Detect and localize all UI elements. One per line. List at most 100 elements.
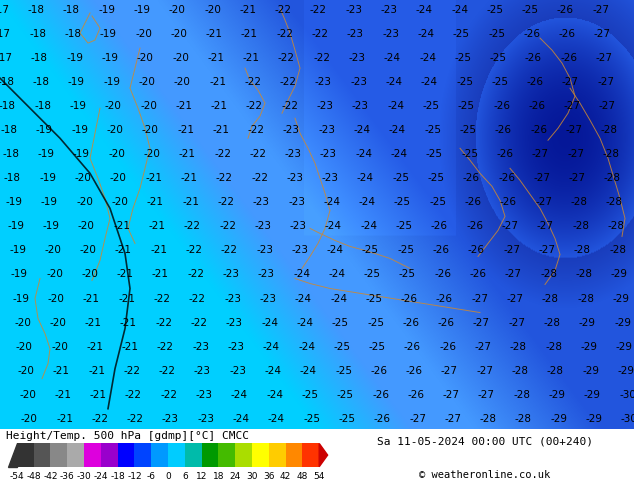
Text: -20: -20	[51, 342, 68, 352]
Text: -25: -25	[455, 53, 472, 63]
Text: -27: -27	[471, 294, 488, 303]
Text: -24: -24	[298, 342, 315, 352]
Text: -20: -20	[48, 294, 65, 303]
Text: -25: -25	[396, 221, 413, 231]
Text: 0: 0	[165, 471, 171, 481]
Text: -22: -22	[251, 173, 268, 183]
Text: -29: -29	[550, 414, 567, 424]
Text: -26: -26	[463, 173, 480, 183]
Text: -23: -23	[347, 29, 364, 39]
Text: -19: -19	[13, 294, 29, 303]
Text: -21: -21	[119, 294, 135, 303]
Text: -23: -23	[259, 294, 276, 303]
Text: -25: -25	[422, 101, 439, 111]
Text: 54: 54	[314, 471, 325, 481]
Text: -22: -22	[248, 125, 264, 135]
Text: -25: -25	[303, 414, 320, 424]
Text: -22: -22	[158, 366, 176, 376]
Text: -23: -23	[315, 77, 332, 87]
Text: -27: -27	[535, 197, 552, 207]
Text: -22: -22	[91, 414, 108, 424]
Text: -25: -25	[332, 318, 349, 327]
Text: -36: -36	[60, 471, 75, 481]
Text: -21: -21	[88, 366, 105, 376]
Text: -23: -23	[226, 318, 243, 327]
Text: -19: -19	[11, 270, 28, 279]
Text: -23: -23	[228, 342, 245, 352]
Text: -22: -22	[278, 53, 295, 63]
Text: -26: -26	[370, 366, 387, 376]
Text: -27: -27	[444, 414, 462, 424]
Text: -20: -20	[49, 318, 67, 327]
Text: -28: -28	[510, 342, 527, 352]
Text: -23: -23	[254, 221, 271, 231]
Text: -28: -28	[604, 173, 621, 183]
Text: -48: -48	[26, 471, 41, 481]
Text: -27: -27	[532, 149, 548, 159]
Text: -24: -24	[330, 294, 347, 303]
Text: -21: -21	[117, 270, 134, 279]
Text: -24: -24	[357, 173, 374, 183]
Text: -18: -18	[4, 173, 21, 183]
Text: -28: -28	[576, 270, 592, 279]
Text: -24: -24	[385, 77, 403, 87]
Text: -28: -28	[607, 221, 624, 231]
Text: -22: -22	[125, 390, 142, 400]
Text: -21: -21	[181, 173, 197, 183]
Text: -18: -18	[3, 149, 19, 159]
Text: -26: -26	[493, 101, 510, 111]
Text: -21: -21	[86, 342, 103, 352]
Text: -18: -18	[65, 29, 82, 39]
Text: -21: -21	[83, 294, 100, 303]
Text: -20: -20	[78, 221, 95, 231]
Text: -27: -27	[538, 245, 555, 255]
Text: -18: -18	[34, 101, 51, 111]
Text: -54: -54	[10, 471, 24, 481]
Text: -22: -22	[246, 101, 263, 111]
Bar	[51, 443, 67, 466]
Text: -24: -24	[354, 125, 370, 135]
Text: -26: -26	[373, 414, 391, 424]
Text: -20: -20	[80, 245, 96, 255]
Text: -20: -20	[135, 29, 152, 39]
Text: -19: -19	[100, 29, 117, 39]
Text: -26: -26	[403, 318, 419, 327]
Text: -27: -27	[595, 53, 612, 63]
Text: Sa 11-05-2024 00:00 UTC (00+240): Sa 11-05-2024 00:00 UTC (00+240)	[377, 436, 593, 446]
Text: -29: -29	[612, 294, 630, 303]
Text: -22: -22	[187, 270, 204, 279]
Text: -18: -18	[27, 5, 44, 15]
Text: -19: -19	[36, 125, 53, 135]
Text: -27: -27	[562, 77, 579, 87]
Text: -25: -25	[394, 197, 411, 207]
Text: -27: -27	[503, 245, 520, 255]
Text: -21: -21	[147, 197, 164, 207]
Text: -19: -19	[103, 77, 120, 87]
Text: -20: -20	[16, 342, 33, 352]
Text: -24: -24	[261, 318, 278, 327]
Text: -24: -24	[233, 414, 250, 424]
Text: -22: -22	[153, 294, 171, 303]
Bar	[134, 443, 151, 466]
Text: -23: -23	[345, 5, 362, 15]
Text: -19: -19	[41, 197, 58, 207]
Text: -22: -22	[281, 101, 298, 111]
Text: -27: -27	[597, 77, 614, 87]
Text: -24: -24	[264, 366, 281, 376]
Text: -23: -23	[258, 270, 275, 279]
Text: -23: -23	[230, 366, 246, 376]
Text: -26: -26	[408, 390, 424, 400]
Text: -23: -23	[288, 197, 305, 207]
Text: -17: -17	[0, 5, 10, 15]
Text: -20: -20	[112, 197, 129, 207]
Text: -25: -25	[337, 390, 354, 400]
Text: -23: -23	[292, 245, 308, 255]
Text: -23: -23	[352, 101, 369, 111]
Bar	[202, 443, 218, 466]
Text: -24: -24	[266, 390, 283, 400]
Text: -24: -24	[328, 270, 346, 279]
Text: -24: -24	[389, 125, 406, 135]
Text: -20: -20	[76, 197, 93, 207]
Text: -26: -26	[431, 221, 448, 231]
Text: -21: -21	[148, 221, 165, 231]
